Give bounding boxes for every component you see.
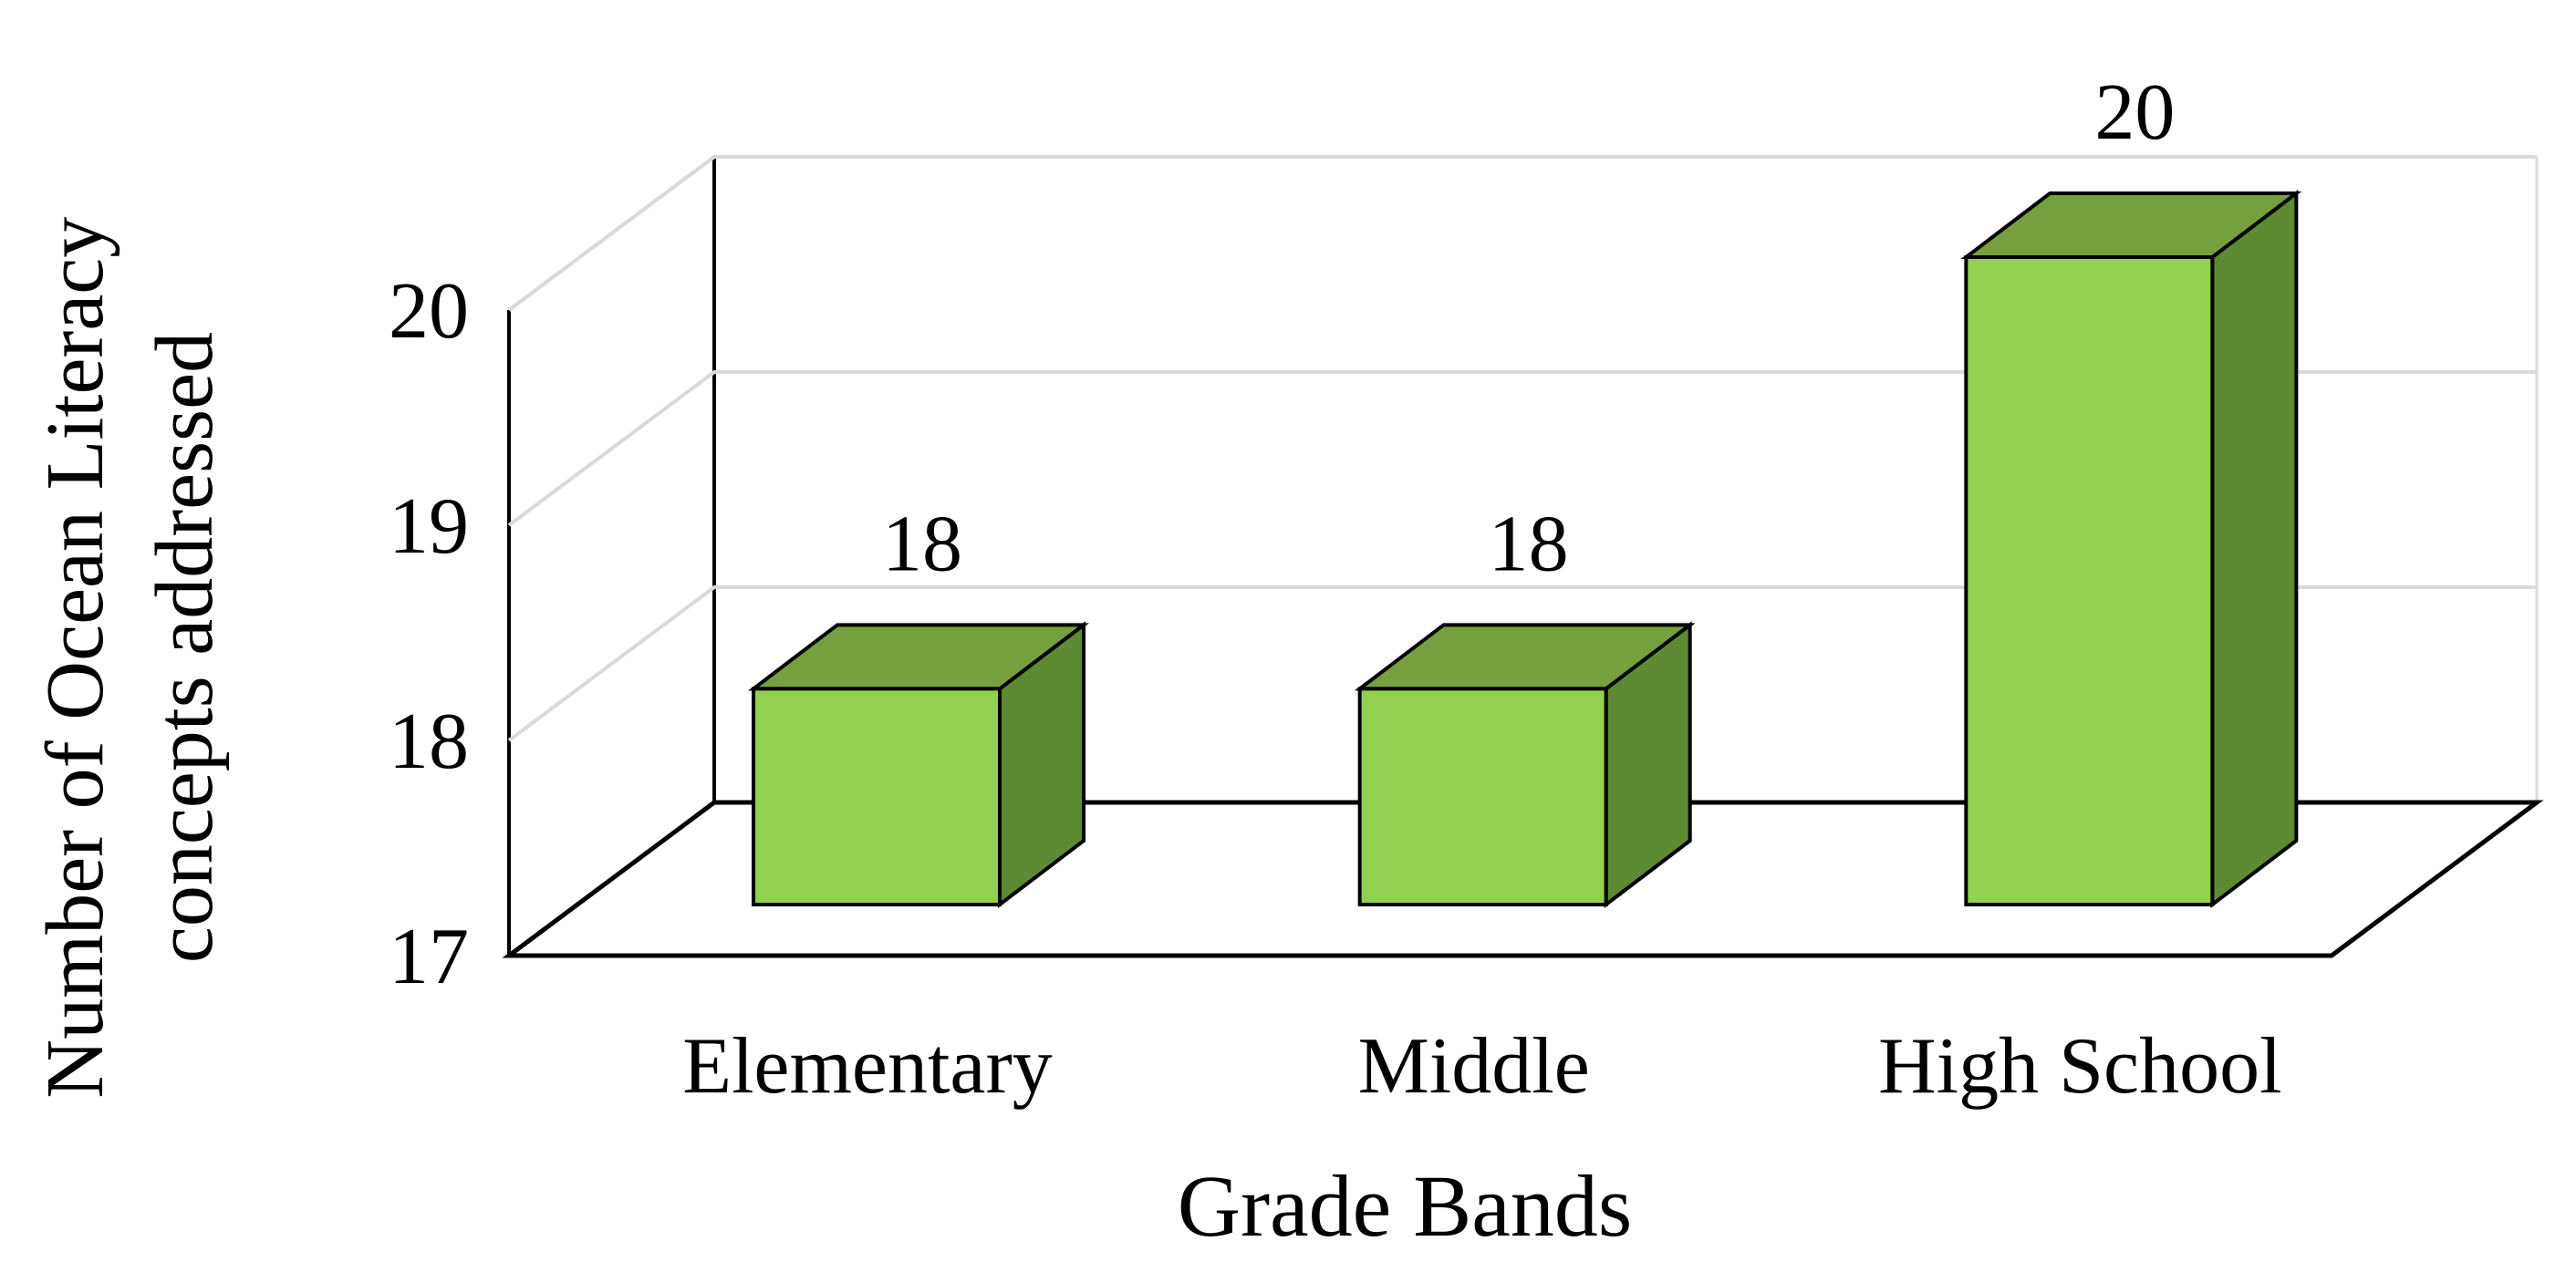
bar-front-face (752, 687, 1002, 906)
bar-high-school (1960, 189, 2302, 909)
y-tick-label-17: 17 (389, 913, 469, 1001)
data-labels: 18 18 20 (882, 68, 2175, 588)
x-axis-title: Grade Bands (1178, 1157, 1633, 1255)
data-label: 20 (2094, 68, 2175, 157)
bar-front-face (1964, 255, 2215, 906)
bar-elementary (748, 621, 1089, 909)
bars (748, 189, 2302, 909)
y-axis-title-line-1: Number of Ocean Literacy (30, 217, 120, 1099)
gridline-18 (507, 585, 2537, 742)
y-tick-label-18: 18 (389, 698, 469, 786)
gridlines (507, 155, 2537, 742)
gridline-19 (507, 370, 2537, 527)
y-tick-label-20: 20 (389, 267, 469, 356)
y-tick-labels: 17 18 19 20 (389, 267, 469, 1001)
y-tick-label-19: 19 (389, 482, 469, 571)
bar-middle (1354, 621, 1696, 909)
y-axis-title-line-2: concepts addressed (140, 332, 230, 963)
x-tick-label: Elementary (682, 1022, 1053, 1111)
gridline-20 (507, 155, 2537, 312)
x-tick-label: Middle (1358, 1022, 1590, 1111)
x-tick-labels: Elementary Middle High School (682, 1022, 2281, 1111)
bar-front-face (1357, 687, 1608, 906)
y-axis-title: Number of Ocean Literacy concepts addres… (30, 196, 230, 1099)
data-label: 18 (882, 500, 962, 588)
chart-floor (502, 800, 2544, 958)
bar-side-face (2210, 189, 2299, 909)
x-tick-label: High School (1878, 1022, 2281, 1111)
data-label: 18 (1489, 500, 1569, 588)
